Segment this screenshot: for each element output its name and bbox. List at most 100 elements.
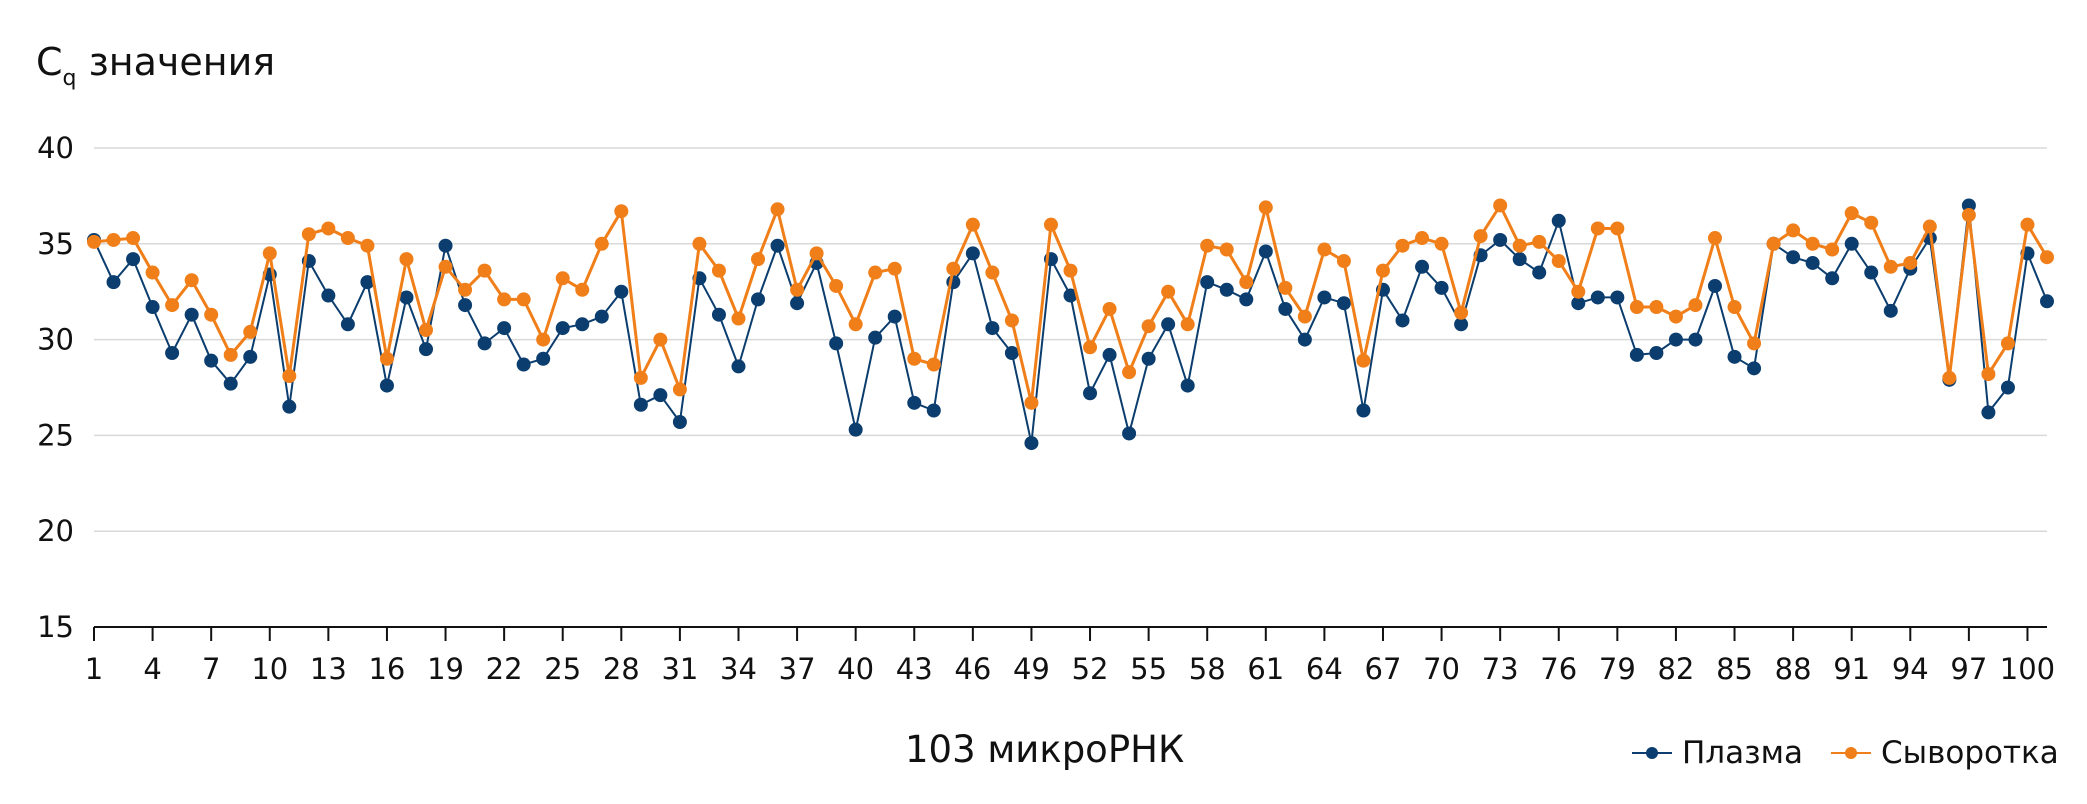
data-point-serum: [1707, 231, 1722, 246]
data-point-serum: [1649, 300, 1664, 315]
x-tick-label: 85: [1716, 652, 1753, 686]
data-point-serum: [711, 263, 726, 278]
data-point-plasma: [1336, 296, 1351, 311]
data-point-serum: [126, 231, 141, 246]
data-point-serum: [692, 236, 707, 251]
data-point-plasma: [1493, 232, 1508, 247]
data-point-serum: [458, 282, 473, 297]
data-point-serum: [1766, 236, 1781, 251]
data-point-serum: [1356, 353, 1371, 368]
data-point-serum: [536, 332, 551, 347]
data-point-plasma: [106, 275, 121, 290]
x-tick-label: 19: [427, 652, 464, 686]
data-point-serum: [1258, 200, 1273, 215]
x-tick-label: 79: [1599, 652, 1636, 686]
x-tick-label: 67: [1365, 652, 1402, 686]
y-axis-label-rest: значения: [76, 40, 276, 84]
data-point-serum: [223, 347, 238, 362]
data-point-plasma: [868, 330, 883, 345]
data-point-serum: [555, 271, 570, 286]
y-tick-label: 35: [37, 227, 74, 261]
data-point-plasma: [614, 284, 629, 299]
data-point-plasma: [243, 349, 258, 364]
data-point-plasma: [965, 246, 980, 261]
legend: Плазма Сыворотка: [1632, 735, 2059, 771]
data-point-serum: [1727, 300, 1742, 315]
data-point-plasma: [1415, 259, 1430, 274]
x-tick-label: 28: [603, 652, 640, 686]
series: [87, 198, 2054, 451]
data-point-serum: [1805, 236, 1820, 251]
x-axis-label: 103 микроРНК: [905, 728, 1185, 771]
x-tick-label: 73: [1482, 652, 1519, 686]
x-tick-label: 70: [1423, 652, 1460, 686]
data-point-serum: [731, 311, 746, 326]
x-tick-label: 31: [661, 652, 698, 686]
data-point-plasma: [1063, 288, 1078, 303]
gridlines: [94, 147, 2047, 532]
data-point-serum: [1043, 217, 1058, 232]
data-point-serum: [1903, 255, 1918, 270]
data-point-plasma: [1707, 278, 1722, 293]
data-point-serum: [1239, 275, 1254, 290]
data-point-plasma: [2040, 294, 2054, 309]
y-axis-label-main: C: [36, 40, 63, 84]
legend-label-plasma: Плазма: [1682, 735, 1803, 771]
data-point-serum: [1981, 367, 1996, 382]
data-point-plasma: [1825, 271, 1840, 286]
data-point-plasma: [1629, 347, 1644, 362]
data-point-plasma: [1668, 332, 1683, 347]
data-point-serum: [1454, 305, 1469, 320]
axes: 15 20 25 30 35 40 1 4 7 10 13 16 19 22 25 28 31 34 37 40 43 4…: [37, 131, 2055, 686]
data-point-serum: [516, 292, 531, 307]
data-point-plasma: [1239, 292, 1254, 307]
data-point-plasma: [458, 298, 473, 313]
data-point-serum: [848, 317, 863, 332]
x-tick-label: 100: [2000, 652, 2055, 686]
data-point-plasma: [1297, 332, 1312, 347]
y-tick-label: 30: [37, 323, 74, 357]
data-point-plasma: [1649, 346, 1664, 361]
legend-label-serum: Сыворотка: [1881, 735, 2059, 771]
x-tick-label: 55: [1130, 652, 1167, 686]
data-point-serum: [1493, 198, 1508, 213]
data-point-plasma: [1024, 436, 1039, 451]
data-point-serum: [1161, 284, 1176, 299]
x-tick-label: 46: [954, 652, 991, 686]
data-point-serum: [2020, 217, 2035, 232]
data-point-plasma: [633, 397, 648, 412]
data-point-plasma: [399, 290, 414, 305]
legend-item-serum: Сыворотка: [1831, 735, 2059, 771]
data-point-plasma: [1258, 244, 1273, 259]
data-point-serum: [145, 265, 160, 280]
data-point-serum: [1063, 263, 1078, 278]
data-point-serum: [204, 307, 219, 322]
data-point-plasma: [497, 321, 512, 336]
data-point-serum: [1864, 215, 1879, 230]
data-point-serum: [1278, 280, 1293, 295]
data-point-serum: [399, 252, 414, 267]
y-tick-label: 40: [37, 131, 74, 165]
y-tick-label: 20: [37, 514, 74, 548]
data-point-plasma: [204, 353, 219, 368]
data-point-plasma: [711, 307, 726, 322]
data-point-serum: [653, 332, 668, 347]
data-point-serum: [1590, 221, 1605, 236]
data-point-serum: [106, 232, 121, 247]
data-point-plasma: [848, 422, 863, 437]
data-point-serum: [926, 357, 941, 372]
data-point-plasma: [1532, 265, 1547, 280]
data-point-serum: [1551, 254, 1566, 269]
x-tick-label: 52: [1072, 652, 1109, 686]
data-point-serum: [243, 324, 258, 339]
data-point-serum: [438, 259, 453, 274]
data-point-serum: [1786, 223, 1801, 238]
x-tick-label: 43: [896, 652, 933, 686]
data-point-plasma: [184, 307, 199, 322]
data-point-serum: [379, 351, 394, 366]
x-tick-label: 58: [1189, 652, 1226, 686]
data-point-serum: [2000, 336, 2015, 351]
x-tick-label: 49: [1013, 652, 1050, 686]
data-point-serum: [751, 252, 766, 267]
x-tick-label: 94: [1892, 652, 1929, 686]
